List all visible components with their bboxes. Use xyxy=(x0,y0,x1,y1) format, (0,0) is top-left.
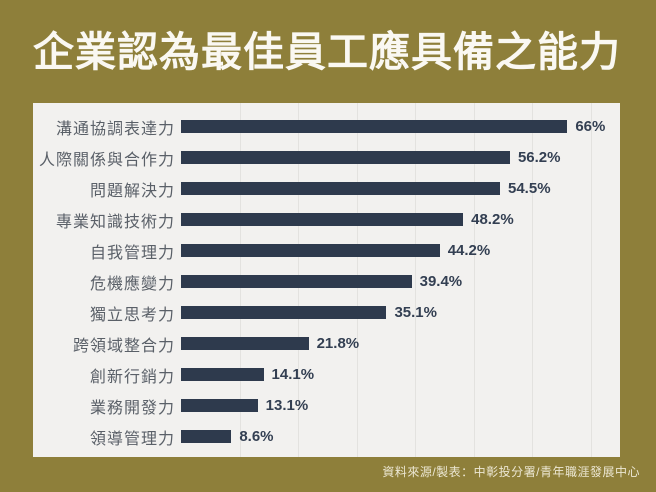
bar-row: 專業知識技術力 48.2% xyxy=(33,204,620,235)
category-label: 危機應變力 xyxy=(89,275,175,293)
value-label: 44.2% xyxy=(447,242,491,259)
bar-row: 獨立思考力 35.1% xyxy=(33,297,620,328)
bar xyxy=(181,399,258,412)
bar xyxy=(181,368,264,381)
value-label: 39.4% xyxy=(419,273,463,290)
gridline xyxy=(590,103,592,457)
category-label: 獨立思考力 xyxy=(89,306,175,324)
bar xyxy=(181,275,412,288)
bar-track: 48.2% xyxy=(181,204,620,235)
bar-chart: 溝通協調表達力 66% 人際關係與合作力 56.2% 問題解決力 54.5% 專業知識技術力… xyxy=(33,111,620,452)
bar-track: 66% xyxy=(181,111,620,142)
value-label: 13.1% xyxy=(265,397,309,414)
value-label: 54.5% xyxy=(508,180,551,197)
value-label: 56.2% xyxy=(517,149,561,166)
bar-row: 創新行銷力 14.1% xyxy=(33,359,620,390)
bar-track: 54.5% xyxy=(181,173,620,204)
category-label: 領導管理力 xyxy=(89,430,175,448)
bar-track: 44.2% xyxy=(181,235,620,266)
category-label: 專業知識技術力 xyxy=(55,213,175,231)
bar-row: 人際關係與合作力 56.2% xyxy=(33,142,620,173)
bar xyxy=(181,337,309,350)
page-title: 企業認為最佳員工應具備之能力 xyxy=(33,29,621,75)
bar-track: 8.6% xyxy=(181,421,620,452)
bar-row: 溝通協調表達力 66% xyxy=(33,111,620,142)
bar-track: 39.4% xyxy=(181,266,620,297)
value-label: 21.8% xyxy=(316,335,360,352)
bar xyxy=(181,244,440,257)
value-label: 66% xyxy=(575,118,606,135)
category-label: 創新行銷力 xyxy=(89,368,175,386)
bar-track: 35.1% xyxy=(181,297,620,328)
bar xyxy=(181,182,500,195)
value-label: 8.6% xyxy=(239,428,274,445)
chart-panel: 溝通協調表達力 66% 人際關係與合作力 56.2% 問題解決力 54.5% 專業知識技術力… xyxy=(33,103,620,457)
value-label: 35.1% xyxy=(394,304,437,321)
bar xyxy=(181,306,387,319)
bar-track: 56.2% xyxy=(181,142,620,173)
bar xyxy=(181,430,232,443)
gridline xyxy=(415,103,417,457)
category-label: 業務開發力 xyxy=(89,399,175,417)
category-label: 溝通協調表達力 xyxy=(55,120,175,138)
bar xyxy=(181,213,464,226)
bar xyxy=(181,120,568,133)
bar-row: 業務開發力 13.1% xyxy=(33,390,620,421)
gridline xyxy=(532,103,534,457)
bar-track: 21.8% xyxy=(181,328,620,359)
bar-row: 自我管理力 44.2% xyxy=(33,235,620,266)
bar-track: 14.1% xyxy=(181,359,620,390)
gridline xyxy=(473,103,475,457)
bar-row: 危機應變力 39.4% xyxy=(33,266,620,297)
bar-row: 領導管理力 8.6% xyxy=(33,421,620,452)
bar-track: 13.1% xyxy=(181,390,620,421)
category-label: 跨領域整合力 xyxy=(72,337,175,355)
value-label: 14.1% xyxy=(271,366,315,383)
category-label: 問題解決力 xyxy=(89,182,175,200)
source-credit: 資料來源/製表：中彰投分署/青年職涯發展中心 xyxy=(382,465,640,479)
bar-row: 問題解決力 54.5% xyxy=(33,173,620,204)
category-label: 人際關係與合作力 xyxy=(38,151,175,169)
bar xyxy=(181,151,510,164)
value-label: 48.2% xyxy=(471,211,514,228)
category-label: 自我管理力 xyxy=(89,244,175,262)
bar-row: 跨領域整合力 21.8% xyxy=(33,328,620,359)
